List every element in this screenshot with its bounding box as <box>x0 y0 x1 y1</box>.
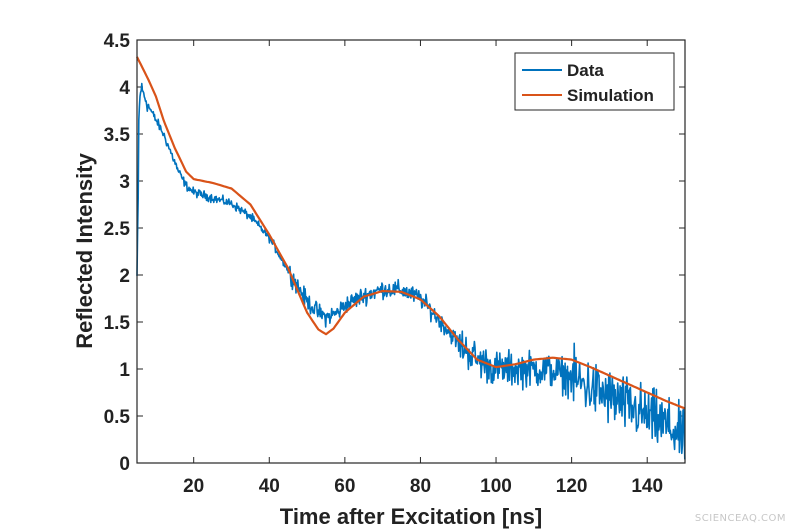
series-layer <box>136 56 686 460</box>
ticks-layer <box>137 39 685 464</box>
x-tick-label: 140 <box>631 476 663 497</box>
y-tick-label: 3 <box>119 172 130 193</box>
legend-label-simulation: Simulation <box>567 86 654 105</box>
y-tick-label: 2.5 <box>104 219 131 240</box>
y-tick-label: 2 <box>119 266 130 287</box>
legend: Data Simulation <box>514 52 675 111</box>
x-tick-label: 100 <box>480 476 512 497</box>
y-tick-label: 0 <box>119 454 130 475</box>
plot-frame <box>136 39 686 464</box>
y-tick-label: 1.5 <box>104 313 131 334</box>
series-line-simulation <box>136 56 686 410</box>
y-tick-label: 1 <box>119 360 130 381</box>
y-tick-label: 0.5 <box>104 407 131 428</box>
x-tick-label: 120 <box>556 476 588 497</box>
y-tick-label: 4 <box>119 78 130 99</box>
labels-layer: 20 40 60 80 100 120 140 0 0.5 1 1.5 2 2.5 3 3.5 4 4.5 <box>104 31 663 497</box>
legend-box <box>514 52 675 111</box>
x-tick-label: 20 <box>183 476 204 497</box>
x-tick-label: 60 <box>334 476 355 497</box>
series-line-data <box>136 82 686 460</box>
x-tick-label: 80 <box>410 476 431 497</box>
legend-label-data: Data <box>567 61 604 80</box>
y-tick-label: 3.5 <box>104 125 131 146</box>
y-tick-label: 4.5 <box>104 31 131 52</box>
watermark: SCIENCEAQ.COM <box>694 513 786 524</box>
x-axis-title: Time after Excitation [ns] <box>280 504 542 529</box>
x-tick-label: 40 <box>259 476 280 497</box>
y-axis-title: Reflected Intensity <box>72 152 97 348</box>
